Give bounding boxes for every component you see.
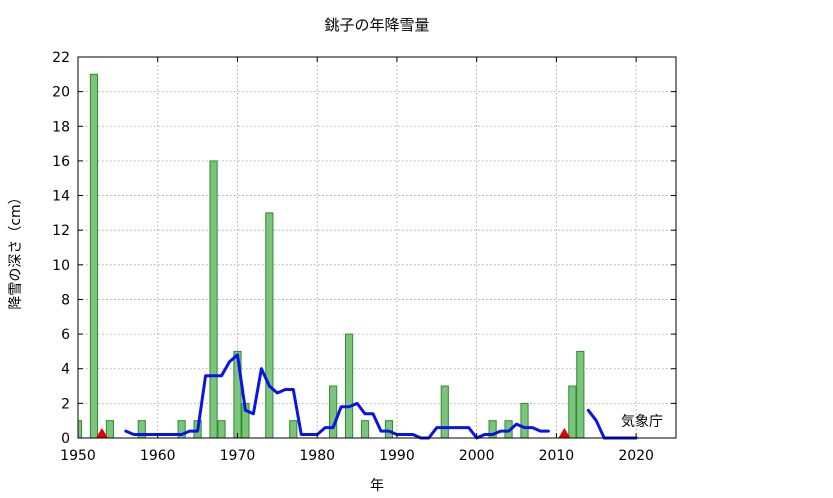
snowfall-bar	[105, 420, 114, 439]
snowfall-bar	[289, 420, 298, 439]
x-tick-label: 2000	[459, 448, 495, 464]
x-tick-label: 2020	[618, 448, 654, 464]
snowfall-bar	[89, 73, 99, 439]
red-triangle-marker	[95, 428, 108, 438]
y-axis-ticks: 0 2 4 6 8 10 12 14 16 18 20 22	[52, 50, 676, 447]
y-tick-label: 18	[52, 119, 70, 135]
markers	[95, 428, 571, 438]
x-axis-label: 年	[370, 478, 384, 494]
snowfall-bar	[77, 420, 83, 439]
snowfall-bar	[520, 402, 529, 439]
y-tick-label: 10	[52, 258, 70, 274]
bars	[77, 73, 585, 439]
snowfall-bar	[345, 333, 354, 439]
y-tick-label: 6	[61, 327, 70, 343]
moving-average-line	[124, 353, 550, 440]
plot-frame	[77, 56, 677, 439]
y-tick-label: 0	[61, 431, 70, 447]
x-tick-label: 1990	[379, 448, 415, 464]
y-axis-label: 降雪の深さ（cm）	[8, 190, 24, 309]
snowfall-bar	[329, 385, 338, 439]
y-tick-label: 16	[52, 154, 70, 170]
snowfall-bar	[265, 212, 274, 439]
y-tick-label: 14	[52, 189, 70, 205]
snowfall-bar	[217, 420, 226, 439]
snowfall-bar	[440, 385, 449, 439]
y-tick-label: 4	[61, 362, 70, 378]
grid	[78, 57, 676, 438]
moving-average-lines	[124, 353, 638, 440]
x-tick-label: 1950	[60, 448, 96, 464]
y-tick-label: 22	[52, 50, 70, 66]
x-tick-label: 1980	[299, 448, 335, 464]
y-tick-label: 2	[61, 396, 70, 412]
y-tick-label: 12	[52, 223, 70, 239]
snowfall-bar	[384, 420, 394, 439]
snowfall-bar	[209, 160, 218, 439]
source-annotation: 気象庁	[621, 414, 663, 430]
chart-title: 銚子の年降雪量	[324, 16, 429, 34]
x-axis-ticks: 1950 1960 1970 1980 1990 2000 2010 2020	[60, 57, 654, 464]
x-tick-label: 1970	[220, 448, 256, 464]
snowfall-bar	[360, 420, 370, 439]
y-tick-label: 20	[52, 85, 70, 101]
x-tick-label: 2010	[539, 448, 575, 464]
x-tick-label: 1960	[140, 448, 176, 464]
snowfall-bar	[568, 385, 577, 439]
red-triangle-marker	[558, 428, 571, 438]
y-tick-label: 8	[61, 292, 70, 308]
snowfall-bar	[576, 350, 585, 439]
